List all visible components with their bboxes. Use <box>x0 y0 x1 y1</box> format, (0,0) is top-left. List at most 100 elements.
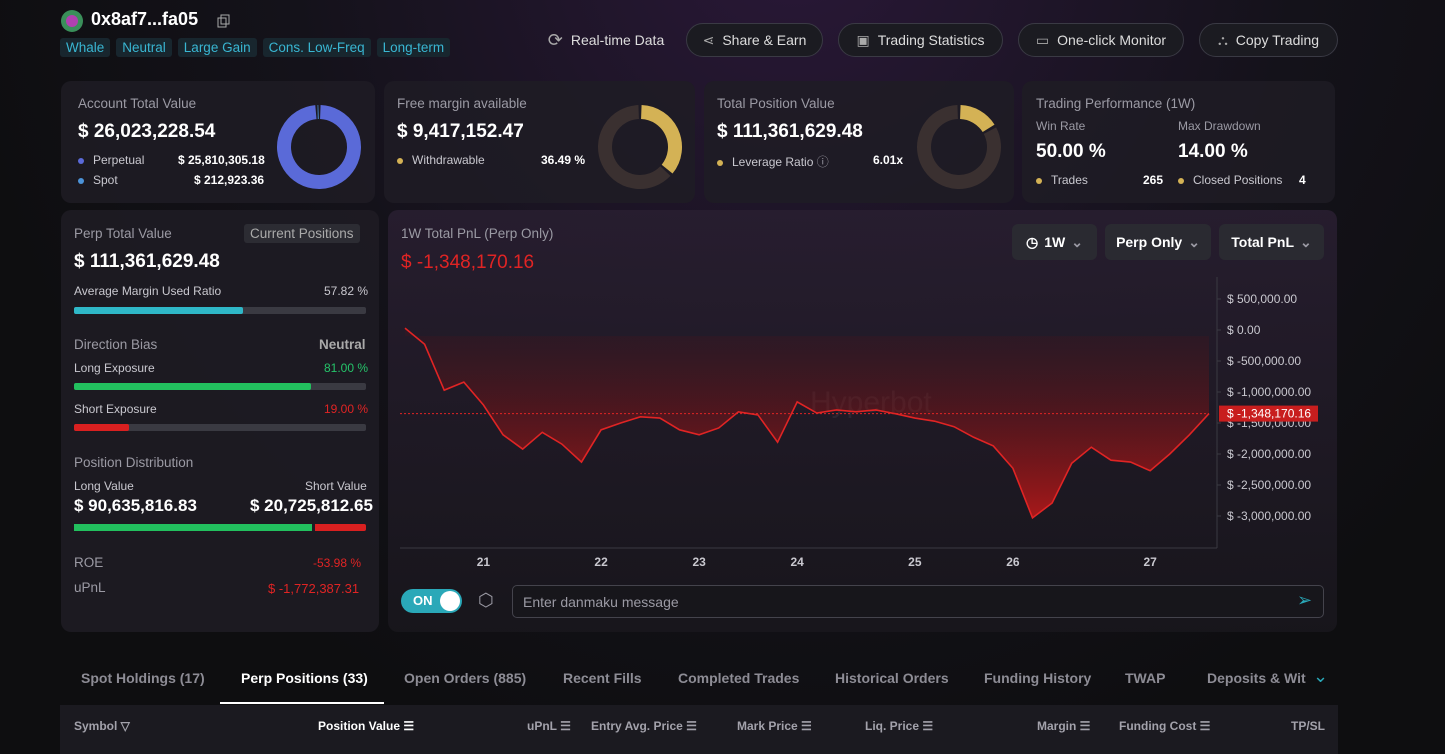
label: Share & Earn <box>722 32 807 48</box>
value: $ 20,725,812.65 <box>250 496 373 515</box>
chevron: ⌄ <box>1071 233 1083 250</box>
badge[interactable]: Current Positions <box>244 224 360 243</box>
copy-trading-button[interactable]: ⛬ Copy Trading <box>1199 23 1338 57</box>
range-select[interactable]: ◷ 1W ⌄ <box>1012 224 1097 260</box>
label: Copy Trading <box>1235 32 1320 48</box>
danmaku-toggle[interactable]: ON <box>401 589 462 613</box>
tab[interactable]: TWAP <box>1125 670 1166 686</box>
value: $ -1,772,387.31 <box>268 581 360 596</box>
more-chevron[interactable]: ⌄ <box>1313 666 1329 686</box>
tab[interactable]: Historical Orders <box>835 670 949 686</box>
tag[interactable]: Neutral <box>116 38 172 57</box>
avatar <box>61 10 83 32</box>
stat-label: Win Rate <box>1036 119 1086 133</box>
dot <box>78 177 84 184</box>
label: Average Margin Used Ratio <box>74 284 222 298</box>
long-track <box>74 383 366 390</box>
settings-icon[interactable]: ⬡ <box>478 590 494 610</box>
value: 81.00 % <box>324 361 369 375</box>
share-button[interactable]: ⋖ Share & Earn <box>686 23 823 57</box>
label: Perp Total Value <box>74 226 172 241</box>
short-fill <box>74 424 130 431</box>
chevron: ⌄ <box>1188 233 1200 250</box>
label: Position Distribution <box>74 455 194 470</box>
tag[interactable]: Whale <box>60 38 111 57</box>
chevron: ⌄ <box>1300 233 1312 250</box>
column-header[interactable]: Entry Avg. Price ☰ <box>591 719 697 733</box>
realtime-button[interactable]: ⟳ Real-time Data <box>540 23 672 57</box>
card-value: $ 9,417,152.47 <box>397 121 524 142</box>
card-title: Total Position Value <box>717 96 835 111</box>
label: uPnL <box>74 580 106 595</box>
icon: ▣ <box>856 31 870 48</box>
row-value: 6.01x <box>873 153 904 167</box>
label: TP/SL <box>1291 719 1326 733</box>
value: $ 90,635,816.83 <box>74 496 197 515</box>
label: Trading Statistics <box>877 32 985 48</box>
monitor-button[interactable]: ▭ One-click Monitor <box>1018 23 1184 57</box>
column-header[interactable]: Funding Cost ☰ <box>1119 719 1211 733</box>
metric-select[interactable]: Total PnL ⌄ <box>1219 224 1324 260</box>
tab[interactable]: Deposits & Wit <box>1207 670 1306 686</box>
tab[interactable]: Completed Trades <box>678 670 800 686</box>
value: -53.98 % <box>313 556 362 570</box>
table-header <box>60 705 1338 754</box>
margin-fill <box>74 307 243 314</box>
row-value: 36.49 % <box>541 153 586 167</box>
dot <box>717 159 723 166</box>
stat-label: Max Drawdown <box>1178 119 1261 133</box>
long-share <box>74 524 315 531</box>
column-header[interactable]: Position Value ☰ <box>318 719 415 733</box>
tab[interactable]: Funding History <box>984 670 1092 686</box>
tab[interactable]: Spot Holdings (17) <box>81 670 205 686</box>
label: Real-time Data <box>570 32 665 48</box>
icon: ⟳ <box>547 29 563 50</box>
value: 57.82 % <box>324 284 369 298</box>
label: Symbol <box>74 719 118 733</box>
column-header[interactable]: TP/SL <box>1291 719 1325 733</box>
label: Margin <box>1037 719 1077 733</box>
tab[interactable]: Open Orders (885) <box>404 670 527 686</box>
column-header[interactable]: Liq. Price ☰ <box>865 719 934 733</box>
tag[interactable]: Long-term <box>376 38 451 57</box>
knob <box>440 591 460 611</box>
stats-button[interactable]: ▣ Trading Statistics <box>838 23 1003 57</box>
send-icon[interactable]: ➢ <box>1297 590 1313 610</box>
icon: ▭ <box>1035 31 1050 48</box>
perp-panel <box>61 210 379 632</box>
dot <box>1036 177 1042 184</box>
perp-value: $ 111,361,629.48 <box>74 251 220 272</box>
danmaku-input[interactable]: Enter danmaku message ➢ <box>512 585 1324 618</box>
label: Liq. Price <box>865 719 920 733</box>
row-label: Perpetual <box>93 153 145 167</box>
label: Short Value <box>305 479 367 493</box>
label: Position Value <box>318 719 401 733</box>
column-header[interactable]: Mark Price ☰ <box>737 719 812 733</box>
toggle-label: ON <box>413 593 433 608</box>
info-icon[interactable]: ⓘ <box>816 155 829 169</box>
label: uPnL <box>527 719 557 733</box>
label: Long Exposure <box>74 361 155 375</box>
column-header[interactable]: Symbol ▽ <box>74 719 130 733</box>
label: Direction Bias <box>74 337 158 352</box>
column-header[interactable]: uPnL ☰ <box>527 719 571 733</box>
chart-value: $ -1,348,170.16 <box>401 252 535 273</box>
column-header[interactable]: Margin ☰ <box>1037 719 1091 733</box>
tab-active[interactable]: Perp Positions (33) <box>241 670 368 686</box>
label: Perp Only <box>1116 234 1183 250</box>
copy-icon[interactable] <box>217 14 231 28</box>
address: 0x8af7...fa05 <box>91 9 199 29</box>
label: Entry Avg. Price <box>591 719 683 733</box>
row-label: Spot <box>93 173 118 187</box>
long-fill <box>74 383 311 390</box>
value: 19.00 % <box>324 402 369 416</box>
scope-select[interactable]: Perp Only ⌄ <box>1105 224 1211 260</box>
tag[interactable]: Large Gain <box>177 38 257 57</box>
label: 1W <box>1044 234 1066 250</box>
label: Long Value <box>74 479 134 493</box>
row-label: Trades <box>1051 173 1088 187</box>
row-label: Withdrawable <box>412 153 485 167</box>
tag[interactable]: Cons. Low-Freq <box>262 38 371 57</box>
tab[interactable]: Recent Fills <box>563 670 642 686</box>
tab-underline <box>220 702 384 704</box>
